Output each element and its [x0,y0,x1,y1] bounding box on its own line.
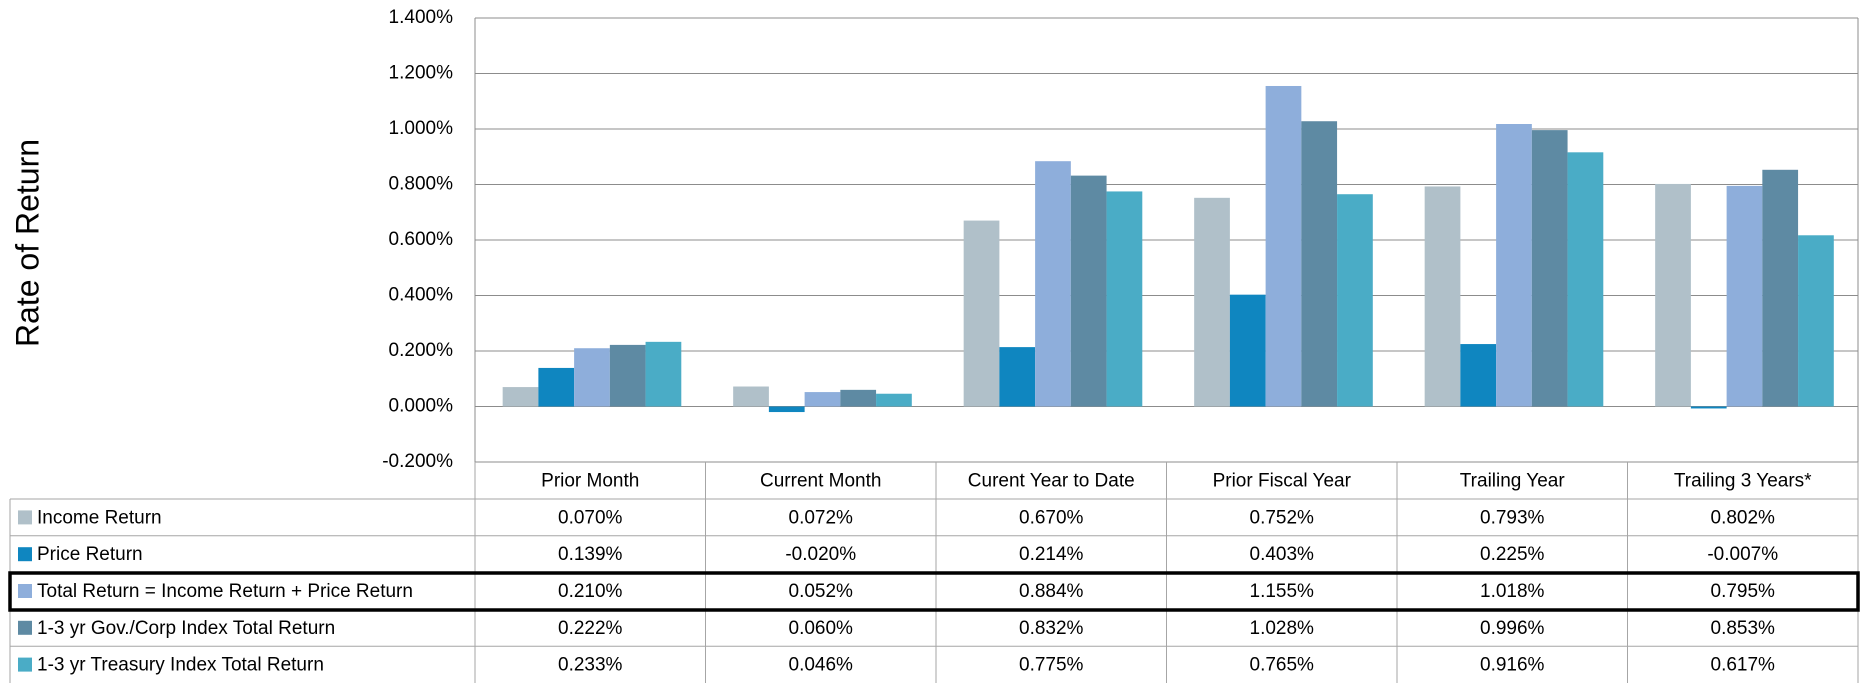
table-value: 0.225% [1480,544,1545,565]
table-value: 0.139% [558,544,623,565]
bar [999,347,1036,407]
bar [1567,152,1604,407]
y-tick-label: 0.800% [389,174,454,195]
table-value: 0.670% [1019,507,1084,528]
legend-swatch [18,584,32,598]
table-value: 0.233% [558,655,623,676]
bar [1265,85,1302,407]
table-value: 1.018% [1480,581,1545,602]
table-value: 0.617% [1711,655,1776,676]
bar [876,393,912,407]
table-value: 0.752% [1250,507,1315,528]
table-value: 0.403% [1250,544,1315,565]
table-value: 0.214% [1019,544,1084,565]
bar [574,348,610,407]
table-value: 0.765% [1250,655,1315,676]
bar [1496,124,1532,407]
bar [1726,185,1763,407]
table-value: 0.853% [1711,618,1776,639]
bar [840,389,877,407]
bar [963,220,1000,407]
table-value: 0.222% [558,618,623,639]
table-header: Trailing Year [1460,471,1566,492]
table-value: 0.916% [1480,655,1545,676]
table-value: 0.046% [789,655,854,676]
table-header: Prior Month [541,471,639,492]
table-value: 1.155% [1250,581,1315,602]
y-tick-label: -0.200% [382,451,453,472]
y-tick-label: 1.200% [389,63,454,84]
bar [1035,161,1071,407]
legend-label: Income Return [37,507,162,528]
bar [609,344,646,407]
legend-swatch [18,657,32,672]
highlight-box [8,571,1860,612]
y-tick-label: 1.400% [389,7,454,28]
y-tick-label: 1.000% [389,118,454,139]
y-tick-label: 0.000% [389,396,454,417]
bar [502,387,539,407]
legend-swatch [18,547,32,562]
legend-label: Total Return = Income Return + Price Ret… [37,581,413,602]
legend-label: Price Return [37,544,143,565]
table-header: Prior Fiscal Year [1213,471,1352,492]
bar [1762,169,1799,407]
y-axis-label: Rate of Return [9,139,45,347]
bar [1229,294,1266,407]
bar [1424,186,1461,407]
bar [1690,406,1727,409]
bar [1655,183,1691,407]
legend-label: 1-3 yr Treasury Index Total Return [37,655,324,676]
legend-label: 1-3 yr Gov./Corp Index Total Return [37,618,335,639]
bar [1106,191,1143,407]
y-tick-label: 0.600% [389,229,454,250]
table-value: 0.802% [1711,507,1776,528]
table-value: 0.996% [1480,618,1545,639]
y-tick-label: 0.200% [389,340,454,361]
bar [1194,197,1230,407]
table-value: 0.052% [789,581,854,602]
bar [645,341,682,407]
table-value: 0.793% [1480,507,1545,528]
legend-swatch [18,620,32,635]
table-value: 0.210% [558,581,623,602]
bar [768,406,805,413]
table-value: 0.072% [789,507,854,528]
bar [538,367,575,407]
table-header: Current Month [760,471,881,492]
y-tick-label: 0.400% [389,285,454,306]
table-header: Curent Year to Date [968,471,1135,492]
table-value: 0.070% [558,507,623,528]
table-value: -0.007% [1707,544,1778,565]
bar [1070,175,1107,407]
table-value: 0.832% [1019,618,1084,639]
table-value: 0.775% [1019,655,1084,676]
bar [733,386,769,407]
bar [1301,121,1338,407]
table-value: 0.884% [1019,581,1084,602]
table-value: -0.020% [785,544,856,565]
bar [1531,130,1568,407]
table-value: 1.028% [1250,618,1315,639]
bar [1337,194,1373,407]
table-value: 0.060% [789,618,854,639]
table-value: 0.795% [1711,581,1776,602]
bar [1798,235,1834,407]
bar [804,392,841,407]
bar [1460,344,1497,407]
table-header: Trailing 3 Years* [1674,471,1812,492]
legend-swatch [18,510,32,525]
